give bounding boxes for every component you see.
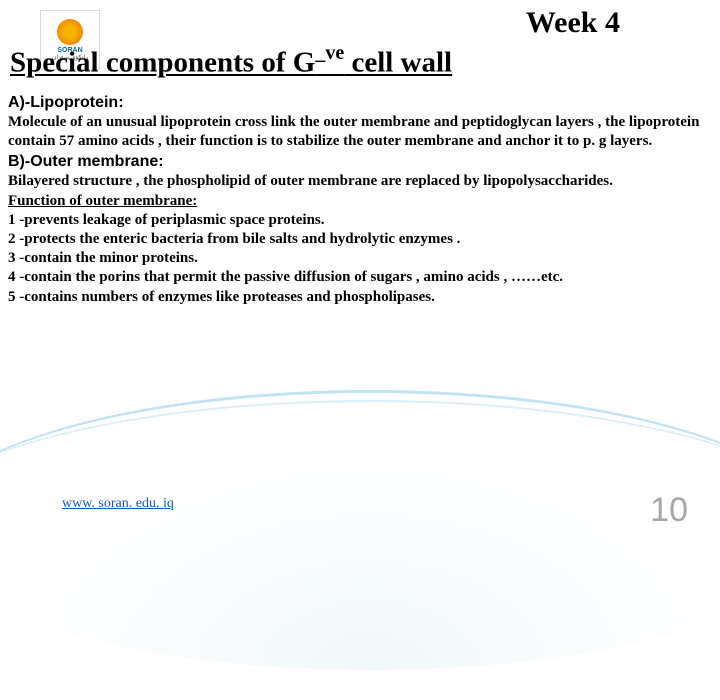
decorative-swoosh <box>0 390 720 670</box>
week-label: Week 4 <box>526 6 620 40</box>
content-area: A)-Lipoprotein: Molecule of an unusual l… <box>8 92 712 307</box>
page-number: 10 <box>650 491 688 530</box>
page-title: Special components of G_ve cell wall <box>10 44 452 80</box>
list-item-4: 4 -contain the porins that permit the pa… <box>8 268 712 287</box>
sun-icon <box>57 19 83 45</box>
list-item-1: 1 -prevents leakage of periplasmic space… <box>8 211 712 230</box>
section-b-body1: Bilayered structure , the phospholipid o… <box>8 172 712 191</box>
title-prefix: Special components of G <box>10 47 315 79</box>
section-b-function-heading: Function of outer membrane: <box>8 192 712 211</box>
section-a-heading: A)-Lipoprotein: <box>8 94 712 112</box>
title-suffix: cell wall <box>344 47 452 79</box>
list-item-5: 5 -contains numbers of enzymes like prot… <box>8 288 712 307</box>
footer-link[interactable]: www. soran. edu. iq <box>62 496 174 512</box>
list-item-3: 3 -contain the minor proteins. <box>8 249 712 268</box>
title-sup: _ve <box>315 42 344 64</box>
section-a-body: Molecule of an unusual lipoprotein cross… <box>8 113 712 151</box>
decorative-swoosh-back <box>0 400 720 700</box>
list-item-2: 2 -protects the enteric bacteria from bi… <box>8 230 712 249</box>
section-b-heading: B)-Outer membrane: <box>8 153 712 171</box>
